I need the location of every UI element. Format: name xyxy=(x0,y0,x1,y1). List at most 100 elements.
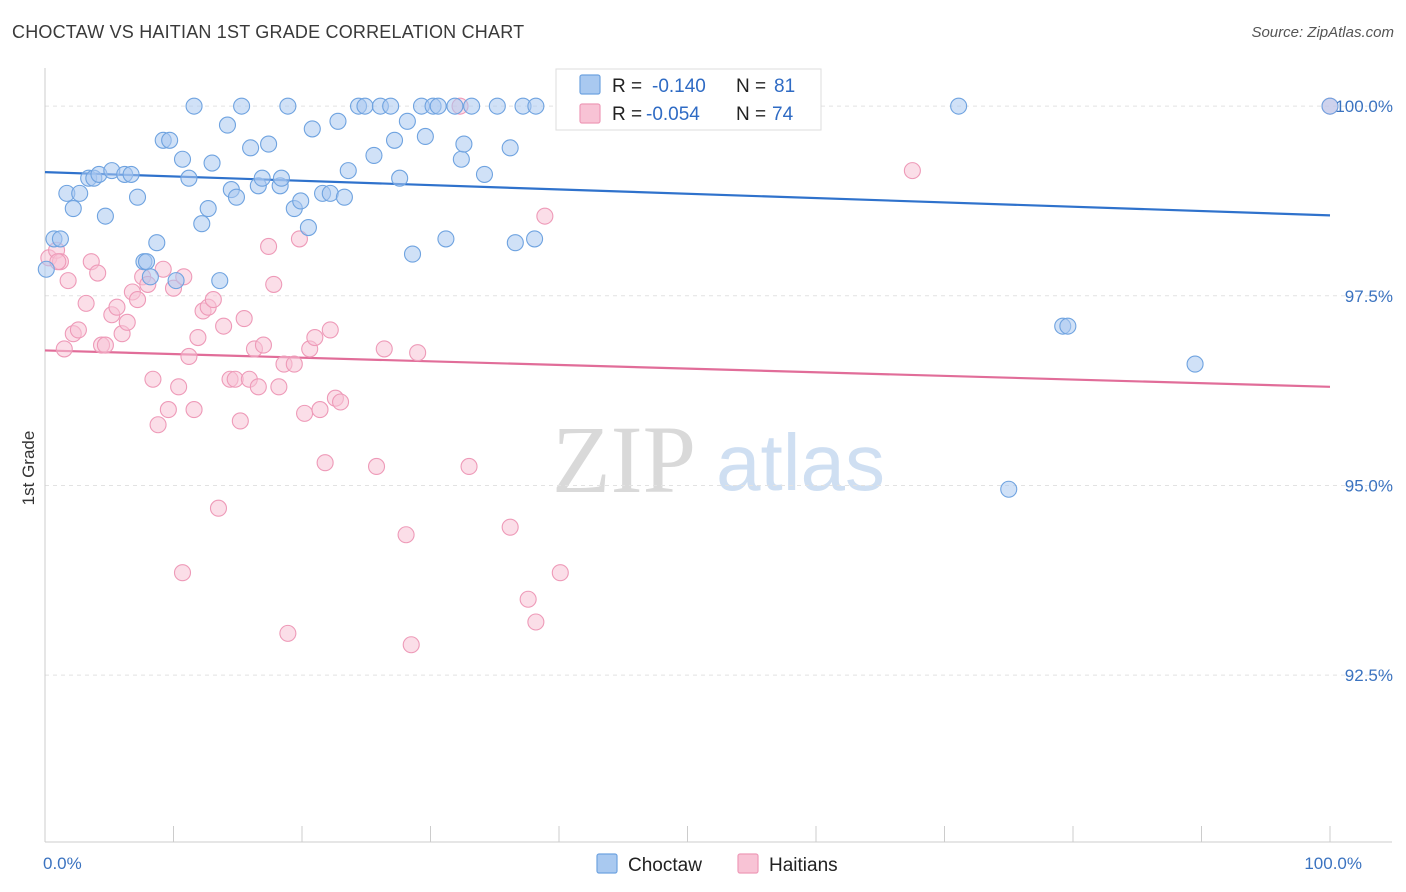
point-haitians xyxy=(279,624,297,642)
point-haitians xyxy=(519,590,537,608)
point-choctaw xyxy=(391,169,409,187)
point-choctaw xyxy=(292,192,310,210)
point-choctaw xyxy=(193,215,211,233)
data-points xyxy=(37,97,1339,654)
point-choctaw xyxy=(339,162,357,180)
point-choctaw xyxy=(279,97,297,115)
point-choctaw xyxy=(437,230,455,248)
point-haitians xyxy=(215,317,233,335)
point-choctaw xyxy=(329,112,347,130)
point-choctaw xyxy=(173,150,192,168)
y-tick-label: 100.0% xyxy=(1335,97,1393,116)
y-tick-label: 97.5% xyxy=(1345,287,1393,306)
stats-swatch-haitians xyxy=(579,103,601,124)
point-choctaw xyxy=(950,97,968,115)
watermark-atlas: atlas xyxy=(716,418,885,507)
point-choctaw xyxy=(335,188,353,206)
point-choctaw xyxy=(385,131,404,149)
point-choctaw xyxy=(185,97,203,115)
point-choctaw xyxy=(253,169,271,187)
point-haitians xyxy=(144,370,162,388)
point-haitians xyxy=(460,457,478,476)
point-haitians xyxy=(306,328,324,347)
source-credit: Source: ZipAtlas.com xyxy=(1251,24,1394,41)
point-haitians xyxy=(296,404,314,422)
point-haitians xyxy=(128,291,147,309)
point-haitians xyxy=(59,272,77,290)
point-choctaw xyxy=(203,154,221,172)
point-haitians xyxy=(185,401,203,419)
point-choctaw xyxy=(180,169,198,187)
point-choctaw xyxy=(96,207,114,225)
point-haitians xyxy=(231,412,249,430)
point-haitians xyxy=(527,613,545,631)
point-choctaw xyxy=(122,165,140,183)
point-haitians xyxy=(321,321,339,339)
point-haitians xyxy=(69,321,87,339)
point-haitians xyxy=(903,162,921,180)
point-choctaw xyxy=(446,97,464,115)
point-choctaw xyxy=(242,139,260,157)
point-choctaw xyxy=(71,184,89,202)
point-choctaw xyxy=(128,188,147,206)
axes xyxy=(44,68,1392,843)
point-choctaw xyxy=(1321,97,1339,115)
point-haitians xyxy=(551,564,569,582)
point-haitians xyxy=(173,564,192,582)
point-choctaw xyxy=(303,120,321,138)
point-choctaw xyxy=(452,150,470,168)
stats-r-value-haitians: -0.054 xyxy=(646,104,700,125)
stats-n-value-choctaw: 81 xyxy=(774,76,795,97)
point-choctaw xyxy=(1186,355,1204,373)
point-choctaw xyxy=(382,97,400,115)
point-choctaw xyxy=(455,135,473,153)
x-tick-label: 100.0% xyxy=(1304,854,1362,873)
point-choctaw xyxy=(463,97,481,115)
point-choctaw xyxy=(321,184,339,202)
point-haitians xyxy=(375,340,393,358)
legend-label-choctaw: Choctaw xyxy=(628,855,702,876)
point-haitians xyxy=(290,230,308,248)
point-haitians xyxy=(265,275,283,293)
gridlines xyxy=(45,105,1392,676)
y-tick-label: 92.5% xyxy=(1345,666,1393,685)
stats-r-value-choctaw: -0.140 xyxy=(652,76,706,97)
point-choctaw xyxy=(37,260,55,278)
point-haitians xyxy=(409,344,427,362)
point-choctaw xyxy=(272,169,290,187)
legend-swatch-haitians xyxy=(737,853,759,874)
point-choctaw xyxy=(475,165,494,183)
point-haitians xyxy=(367,457,386,476)
point-haitians xyxy=(118,313,136,331)
point-haitians xyxy=(331,393,350,411)
point-choctaw xyxy=(429,97,447,115)
y-tick-label: 95.0% xyxy=(1345,476,1393,495)
point-choctaw xyxy=(233,97,251,115)
y-tick-labels: 100.0% 97.5% 95.0% 92.5% xyxy=(1335,97,1393,685)
point-choctaw xyxy=(299,218,317,237)
stats-n-label-haitians: N = xyxy=(736,104,766,125)
point-choctaw xyxy=(64,200,82,218)
point-choctaw xyxy=(167,272,185,290)
stats-n-label-choctaw: N = xyxy=(736,76,766,97)
legend-swatch-choctaw xyxy=(596,853,618,874)
point-haitians xyxy=(159,401,177,419)
point-choctaw xyxy=(227,188,246,206)
point-haitians xyxy=(285,355,303,373)
point-choctaw xyxy=(398,112,416,130)
legend: Choctaw Haitians xyxy=(596,853,838,876)
point-choctaw xyxy=(1059,317,1077,335)
point-haitians xyxy=(536,207,554,225)
point-choctaw xyxy=(141,268,159,286)
point-choctaw xyxy=(356,97,374,115)
point-haitians xyxy=(189,328,207,347)
point-haitians xyxy=(254,336,273,354)
point-choctaw xyxy=(527,97,545,115)
point-haitians xyxy=(170,378,188,396)
point-choctaw xyxy=(506,234,524,252)
legend-label-haitians: Haitians xyxy=(769,855,838,876)
point-choctaw xyxy=(148,234,166,252)
point-haitians xyxy=(55,340,73,358)
point-choctaw xyxy=(260,135,278,153)
